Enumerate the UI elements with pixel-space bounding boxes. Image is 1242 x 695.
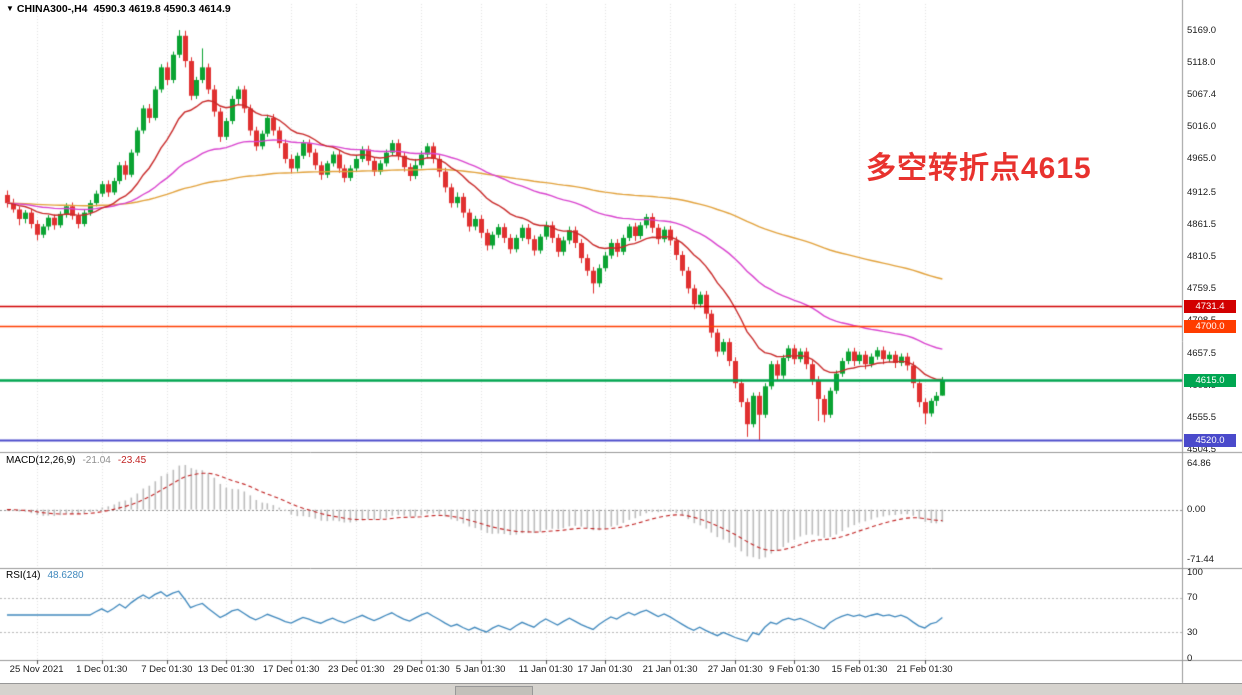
symbol-timeframe: CHINA300-,H4 — [16, 3, 88, 15]
rsi-value: 48.6280 — [47, 570, 84, 581]
rsi-axis-label: 70 — [1187, 592, 1198, 604]
macd-axis-label: -71.44 — [1187, 554, 1214, 566]
price-line-badge: 4520.0 — [1184, 433, 1236, 447]
x-axis-label: 17 Jan 01:30 — [577, 664, 633, 675]
ohlc-values: 4590.3 4619.8 4590.3 4614.9 — [93, 3, 231, 15]
price-axis-label: 4555.5 — [1187, 412, 1217, 424]
price-axis-label: 4965.0 — [1187, 153, 1217, 165]
x-axis-label: 21 Feb 01:30 — [896, 664, 953, 675]
x-axis-label: 15 Feb 01:30 — [831, 664, 888, 675]
x-axis-label: 13 Dec 01:30 — [197, 664, 255, 675]
price-axis-label: 5067.4 — [1187, 88, 1217, 100]
x-axis-label: 5 Jan 01:30 — [455, 664, 506, 675]
macd-axis-label: 0.00 — [1187, 504, 1206, 516]
price-axis-label: 4912.5 — [1187, 186, 1217, 198]
price-axis-label: 5118.0 — [1187, 56, 1216, 68]
macd-main-value: -21.04 — [82, 455, 111, 466]
macd-axis-label: 64.86 — [1187, 458, 1211, 470]
price-line-badge: 4700.0 — [1184, 319, 1236, 333]
x-axis-label: 27 Jan 01:30 — [707, 664, 763, 675]
x-axis-label: 23 Dec 01:30 — [328, 664, 385, 675]
rsi-axis-label: 0 — [1187, 652, 1193, 664]
x-axis-label: 1 Dec 01:30 — [76, 664, 128, 675]
chart-header: ▼ CHINA300-,H4 4590.3 4619.8 4590.3 4614.9 — [6, 3, 231, 15]
price-axis-label: 5169.0 — [1187, 24, 1217, 36]
x-axis-label: 21 Jan 01:30 — [642, 664, 698, 675]
rsi-label: RSI(14) 48.6280 — [6, 570, 84, 581]
x-axis-label: 9 Feb 01:30 — [769, 664, 820, 675]
price-axis-label: 4657.5 — [1187, 347, 1217, 359]
price-axis-label: 5016.0 — [1187, 121, 1217, 133]
price-line-badge: 4731.4 — [1184, 299, 1236, 313]
x-axis-label: 29 Dec 01:30 — [393, 664, 450, 675]
x-axis-label: 25 Nov 2021 — [9, 664, 64, 675]
price-axis-label: 4504.5 — [1187, 444, 1217, 456]
collapse-icon[interactable]: ▼ — [6, 4, 14, 13]
x-axis-label: 11 Jan 01:30 — [518, 664, 573, 675]
rsi-axis-label: 30 — [1187, 626, 1198, 638]
rsi-axis-label: 100 — [1187, 566, 1203, 578]
price-axis-label: 4810.5 — [1187, 251, 1217, 263]
price-line-badge: 4615.0 — [1184, 373, 1236, 387]
rsi-name: RSI(14) — [6, 570, 41, 581]
macd-name: MACD(12,26,9) — [6, 455, 76, 466]
x-axis-label: 17 Dec 01:30 — [262, 664, 320, 675]
price-axis-label: 4861.5 — [1187, 218, 1217, 230]
bottom-strip — [0, 683, 1242, 695]
x-axis-label: 7 Dec 01:30 — [141, 664, 193, 675]
annotation-text: 多空转折点4615 — [866, 152, 1092, 185]
macd-signal-value: -23.45 — [117, 455, 147, 466]
scrollbar-thumb[interactable] — [455, 686, 533, 695]
macd-label: MACD(12,26,9) -21.04 -23.45 — [6, 455, 146, 466]
price-axis-label: 4759.5 — [1187, 283, 1217, 295]
